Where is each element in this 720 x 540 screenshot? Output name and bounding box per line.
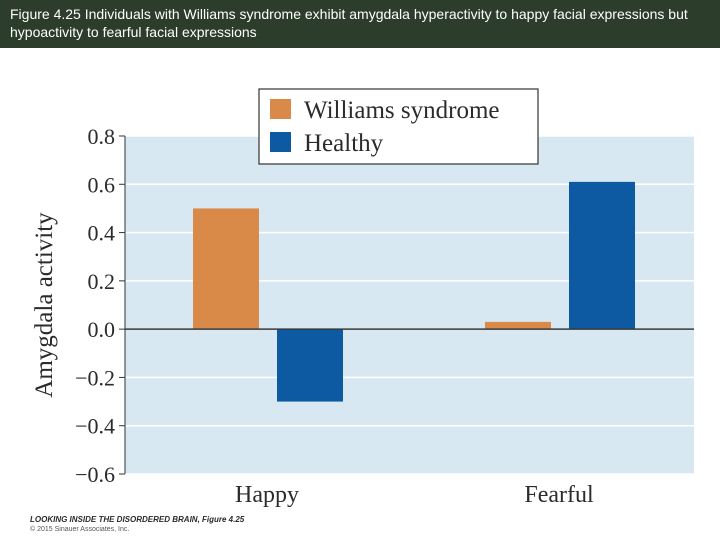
bar-williams-syndrome-happy	[193, 208, 259, 330]
legend-box	[258, 88, 539, 165]
y-tick-label: 0.6	[88, 172, 116, 197]
legend-swatch	[270, 132, 291, 152]
legend-label: Williams syndrome	[304, 97, 500, 124]
y-tick-label: −0.4	[75, 414, 115, 439]
bar-healthy-fearful	[569, 181, 635, 330]
copyright-text: © 2015 Sinauer Associates, Inc.	[30, 526, 130, 533]
y-tick-label: 0.2	[88, 269, 116, 294]
y-axis-label: Amygdala activity	[31, 212, 58, 398]
x-category-label: Fearful	[524, 482, 594, 508]
bar-williams-syndrome-fearful	[485, 321, 551, 330]
y-tick-label: 0.4	[88, 221, 116, 246]
figure-source: LOOKING INSIDE THE DISORDERED BRAIN, Fig…	[30, 515, 244, 534]
x-category-label: Happy	[235, 482, 299, 508]
bar-healthy-happy	[277, 329, 343, 402]
source-text: LOOKING INSIDE THE DISORDERED BRAIN, Fig…	[30, 515, 245, 524]
figure-caption: Figure 4.25 Individuals with Williams sy…	[0, 0, 720, 48]
y-tick-label: 0.0	[88, 317, 116, 342]
legend-label: Healthy	[304, 130, 384, 157]
y-tick-label: 0.8	[88, 124, 116, 149]
legend-swatch	[270, 99, 291, 119]
y-tick-label: −0.6	[75, 462, 115, 487]
y-tick-label: −0.2	[75, 365, 115, 390]
